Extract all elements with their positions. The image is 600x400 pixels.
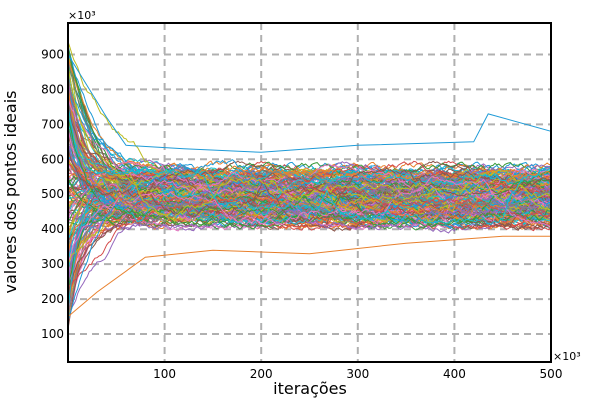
y-axis-label: valores dos pontos ideais: [1, 91, 20, 294]
series-line: [67, 142, 552, 231]
series-line: [67, 163, 552, 218]
series-line: [67, 158, 552, 322]
series-line: [67, 173, 552, 314]
y-tick-label: 800: [41, 82, 64, 96]
series-line: [67, 167, 552, 264]
outlier-series-line: [67, 54, 552, 153]
series-lines: [67, 41, 552, 330]
y-tick-label: 600: [41, 152, 64, 166]
x-tick-label: 500: [540, 367, 563, 381]
x-tick-label: 300: [346, 367, 369, 381]
y-tick-label: 900: [41, 47, 64, 61]
series-line: [67, 160, 552, 224]
tick-labels: 100 200 300 400 500 100 200 300 400 500 600 700 800 9…: [41, 47, 562, 381]
series-line: [67, 154, 552, 213]
y-tick-label: 400: [41, 222, 64, 236]
x-tick-label: 400: [443, 367, 466, 381]
series-line: [67, 104, 552, 225]
series-line: [67, 102, 552, 217]
series-line: [67, 117, 552, 228]
series-line: [67, 73, 552, 225]
series-line: [67, 152, 552, 216]
series-line: [67, 160, 552, 287]
y-tick-label: 500: [41, 187, 64, 201]
x-tick-label: 200: [250, 367, 273, 381]
outlier-series-line: [67, 235, 551, 317]
y-tick-label: 200: [41, 292, 64, 306]
x-multiplier: ×10³: [553, 350, 581, 363]
x-tick-label: 100: [153, 367, 176, 381]
series-line: [67, 175, 552, 263]
x-axis-label: iterações: [273, 379, 347, 398]
plot-frame: [67, 22, 552, 363]
y-tick-label: 100: [41, 327, 64, 341]
series-line: [67, 65, 552, 221]
y-tick-label: 700: [41, 117, 64, 131]
y-multiplier: ×10³: [68, 9, 96, 22]
y-tick-label: 300: [41, 257, 64, 271]
